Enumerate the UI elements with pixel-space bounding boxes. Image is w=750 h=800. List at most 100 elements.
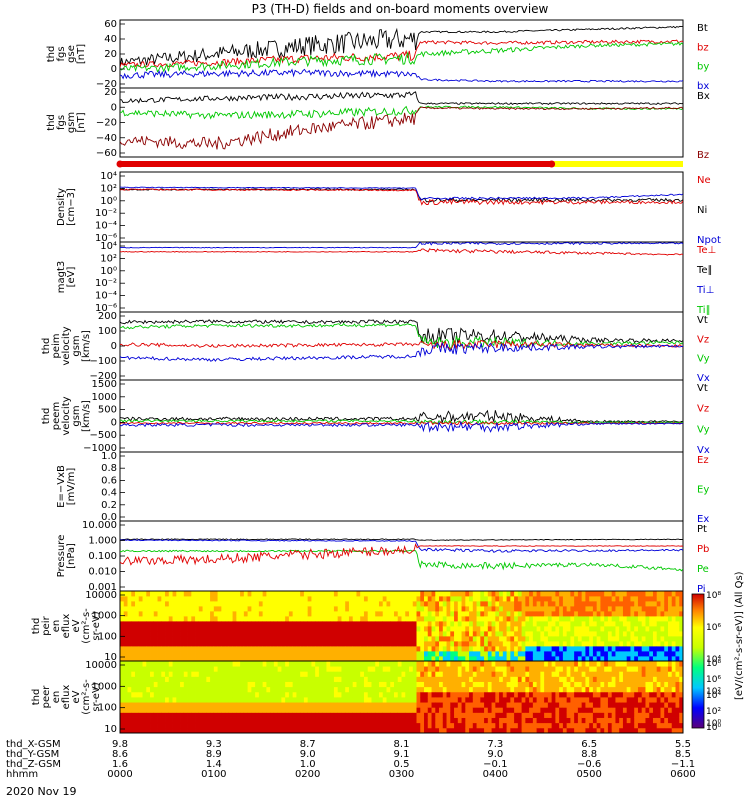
spectrogram-cell (510, 702, 515, 708)
spectrogram-cell (544, 596, 549, 602)
spectrogram-cell (142, 616, 147, 622)
spectrogram-cell (191, 691, 196, 698)
spectrogram-cell (544, 702, 549, 708)
spectrogram-cell (138, 661, 143, 667)
spectrogram-cell (206, 651, 211, 657)
spectrogram-cell (461, 722, 466, 729)
spectrogram-cell (217, 712, 222, 718)
spectrogram-cell (138, 656, 143, 662)
spectrogram-cell (502, 611, 507, 617)
spectrogram-cell (390, 717, 395, 724)
spectrogram-cell (607, 616, 613, 622)
spectrogram-cell (547, 681, 553, 688)
spectrogram-cell (619, 702, 624, 708)
spectrogram-cell (439, 697, 444, 703)
spectrogram-cell (667, 727, 673, 734)
x-tick-label: 0200 (295, 769, 320, 780)
spectrogram-cell (547, 601, 553, 607)
spectrogram-cell (409, 601, 414, 607)
spectrogram-cell (461, 697, 466, 703)
spectrogram-cell (506, 646, 511, 652)
spectrogram-cell (619, 591, 624, 597)
spectrogram-cell (191, 666, 196, 672)
spectrogram-cell (551, 636, 556, 642)
spectrogram-cell (521, 606, 526, 612)
spectrogram-cell (420, 626, 425, 632)
spectrogram-cell (536, 611, 541, 617)
spectrogram-cell (232, 712, 237, 718)
spectrogram-cell (292, 606, 297, 612)
spectrogram-cell (303, 646, 309, 652)
spectrogram-cell (499, 712, 504, 718)
spectrogram-cell (345, 601, 350, 607)
spectrogram-cell (131, 671, 136, 677)
spectrogram-cell (225, 616, 230, 622)
spectrogram-cell (348, 621, 354, 627)
spectrogram-cell (345, 691, 350, 698)
spectrogram-cell (183, 686, 188, 693)
spectrogram-cell (206, 671, 211, 677)
spectrogram-cell (427, 717, 432, 724)
spectrogram-cell (484, 646, 489, 652)
spectrogram-cell (446, 616, 451, 622)
spectrogram-cell (333, 681, 339, 688)
spectrogram-cell (127, 611, 132, 617)
spectrogram-cell (375, 616, 380, 622)
spectrogram-cell (461, 681, 466, 688)
spectrogram-cell (198, 611, 203, 617)
spectrogram-cell (600, 631, 605, 637)
spectrogram-cell (183, 676, 188, 682)
spectrogram-cell (540, 671, 545, 677)
spectrogram-cell (671, 606, 676, 612)
spectrogram-cell (270, 676, 275, 682)
spectrogram-cell (525, 671, 530, 677)
y-axis-label: Density [cm−3] (56, 188, 77, 226)
spectrogram-cell (465, 631, 470, 637)
spectrogram-cell (652, 641, 658, 647)
spectrogram-cell (153, 686, 158, 693)
spectrogram-cell (161, 621, 166, 627)
spectrogram-cell (439, 686, 444, 693)
spectrogram-cell (412, 671, 417, 677)
spectrogram-cell (604, 621, 609, 627)
spectrogram-cell (427, 686, 432, 693)
spectrogram-cell (517, 616, 523, 622)
spectrogram-cell (217, 606, 222, 612)
spectrogram-cell (424, 707, 429, 713)
spectrogram-cell (476, 636, 481, 642)
spectrogram-cell (183, 596, 188, 602)
spectrogram-cell (161, 656, 166, 662)
spectrogram-cell (420, 616, 425, 622)
spectrogram-cell (495, 596, 500, 602)
spectrogram-cell (679, 606, 684, 612)
spectrogram-cell (390, 601, 395, 607)
spectrogram-cell (303, 676, 309, 682)
spectrogram-cell (476, 646, 481, 652)
spectrogram-cell (544, 591, 549, 597)
spectrogram-cell (333, 631, 339, 637)
spectrogram-cell (206, 591, 211, 597)
spectrogram-cell (532, 601, 538, 607)
spectrogram-cell (217, 616, 222, 622)
spectrogram-cell (288, 656, 294, 662)
spectrogram-cell (577, 606, 583, 612)
spectrogram-cell (547, 727, 553, 734)
spectrogram-cell (405, 671, 410, 677)
spectrogram-cell (637, 717, 643, 724)
spectrogram-cell (258, 697, 264, 703)
spectrogram-cell (131, 702, 136, 708)
spectrogram-cell (150, 656, 155, 662)
spectrogram-cell (371, 631, 376, 637)
spectrogram-cell (341, 671, 346, 677)
spectrogram-cell (363, 712, 369, 718)
spectrogram-cell (637, 697, 643, 703)
spectrogram-cell (649, 636, 654, 642)
spectrogram-cell (303, 596, 309, 602)
spectrogram-cell (285, 727, 290, 734)
spectrogram-cell (176, 712, 181, 718)
spectrogram-cell (360, 636, 365, 642)
spectrogram-cell (645, 712, 650, 718)
spectrogram-cell (232, 727, 237, 734)
spectrogram-cell (330, 616, 335, 622)
spectrogram-cell (484, 596, 489, 602)
